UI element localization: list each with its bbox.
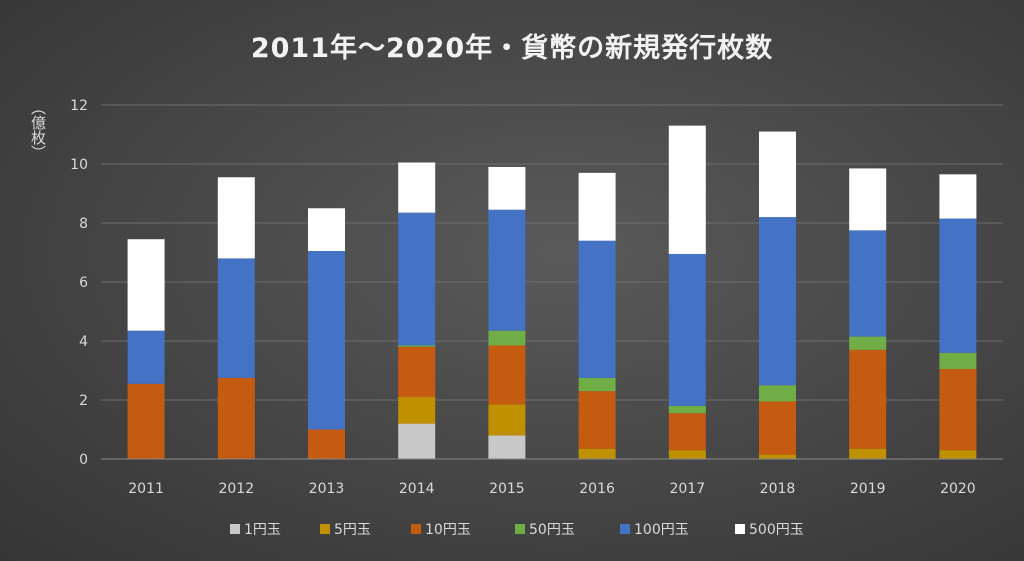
bar-segment: [939, 174, 977, 219]
legend-label: 500円玉: [749, 522, 804, 538]
bar-segment: [398, 212, 436, 346]
y-tick-label: 2: [79, 393, 88, 409]
legend-swatch: [515, 524, 525, 534]
bar-segment: [127, 330, 165, 384]
bar-segment: [127, 383, 165, 459]
bar-segment: [217, 177, 255, 259]
bar-segment: [759, 217, 796, 386]
bar-segment: [488, 330, 526, 346]
bar-segment: [578, 391, 616, 449]
bar-segment: [217, 377, 255, 459]
bar-segment: [398, 162, 436, 213]
x-tick-label: 2016: [579, 481, 615, 497]
legend-label: 1円玉: [244, 522, 281, 538]
bar-segment: [578, 377, 616, 392]
bar-segment: [398, 397, 436, 424]
bar-segment: [849, 336, 887, 350]
bar-segment: [668, 450, 706, 459]
bar-segment: [668, 405, 706, 414]
legend-label: 10円玉: [425, 522, 471, 538]
x-tick-label: 2015: [489, 481, 525, 497]
bar-segment: [849, 168, 887, 231]
bar-segment: [217, 258, 255, 378]
y-tick-label: 8: [79, 216, 88, 232]
y-tick-label: 6: [79, 275, 88, 291]
bar-segment: [759, 385, 796, 402]
bar-segment: [668, 413, 706, 451]
bar-segment: [398, 423, 436, 459]
x-tick-label: 2017: [669, 481, 705, 497]
legend-swatch: [411, 524, 421, 534]
bar-segment: [668, 253, 706, 406]
bar-segment: [939, 218, 977, 353]
y-tick-label: 12: [70, 98, 88, 114]
bar-segment: [488, 345, 526, 405]
x-tick-label: 2018: [760, 481, 796, 497]
bar-segment: [668, 125, 706, 254]
legend-swatch: [320, 524, 330, 534]
y-tick-label: 0: [79, 452, 88, 468]
x-tick-label: 2012: [218, 481, 254, 497]
bar-segment: [398, 346, 436, 398]
bar-segment: [939, 352, 977, 370]
bar-segment: [488, 404, 526, 436]
bar-segment: [939, 450, 977, 459]
bar-segment: [127, 239, 165, 331]
legend-label: 100円玉: [634, 522, 689, 538]
x-tick-label: 2013: [309, 481, 345, 497]
bar-segment: [759, 131, 796, 218]
x-tick-label: 2019: [850, 481, 886, 497]
chart-title: 2011年～2020年・貨幣の新規発行枚数: [250, 33, 774, 64]
legend-swatch: [620, 524, 630, 534]
bar-segment: [578, 448, 616, 459]
x-tick-label: 2011: [128, 481, 164, 497]
bar-segment: [398, 345, 436, 347]
bar-segment: [488, 166, 526, 210]
x-tick-label: 2020: [940, 481, 976, 497]
bar-segment: [578, 172, 616, 241]
legend-swatch: [230, 524, 240, 534]
bar-segment: [578, 240, 616, 378]
bar-segment: [308, 208, 345, 252]
x-tick-label: 2014: [399, 481, 435, 497]
bar-segment: [308, 251, 345, 430]
legend-label: 50円玉: [529, 522, 575, 538]
legend-label: 5円玉: [334, 522, 371, 538]
bar-segment: [488, 209, 526, 331]
y-tick-label: 10: [70, 157, 88, 173]
bar-segment: [849, 448, 887, 459]
bar-segment: [849, 349, 887, 449]
legend-swatch: [735, 524, 745, 534]
y-tick-label: 4: [79, 334, 88, 350]
bar-segment: [308, 429, 345, 459]
bar-segment: [939, 369, 977, 451]
bar-segment: [488, 435, 526, 459]
bar-segment: [759, 401, 796, 455]
bar-segment: [849, 230, 887, 337]
bar-segment: [759, 454, 796, 459]
y-axis-label: （億枚）: [29, 100, 47, 160]
